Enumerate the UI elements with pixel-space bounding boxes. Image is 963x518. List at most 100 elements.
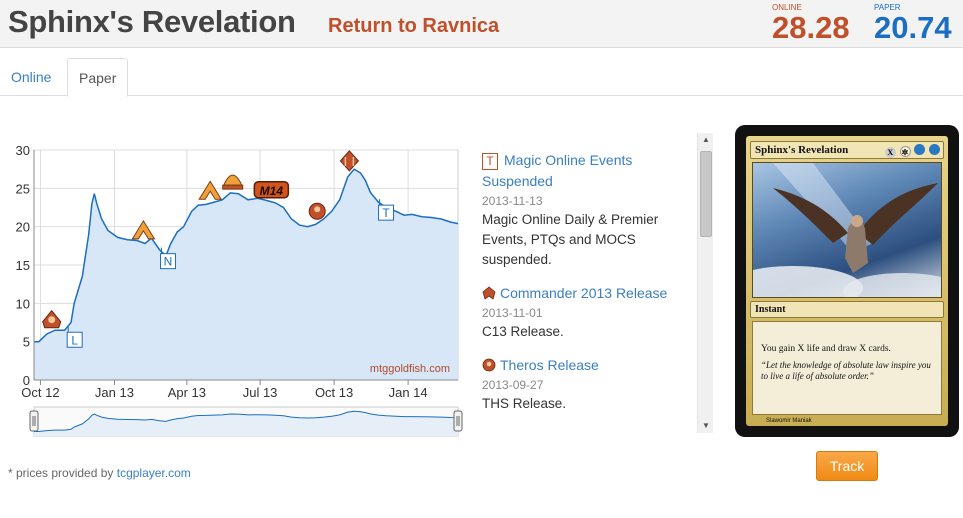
price-history-chart[interactable]: 0 5 10 15 20 25 30 Oct 12 Jan 13 Apr 13 Jul 13 Oct … — [0, 135, 470, 445]
price-source-prefix: * prices provided by — [8, 466, 117, 480]
release-marker-icon — [339, 150, 360, 172]
icon-body — [253, 181, 290, 199]
release-marker-icon — [131, 219, 156, 240]
card-name-bar: Sphinx's Revelation X ✲ — [750, 141, 944, 159]
icon-body — [339, 150, 360, 172]
price-area-fill — [34, 169, 458, 380]
card-flavor-text: “Let the knowledge of absolute law inspi… — [761, 360, 931, 381]
card-header: Sphinx's Revelation Return to Ravnica ON… — [0, 0, 963, 48]
paper-price-value: 20.74 — [874, 10, 952, 45]
navigator-fill — [34, 411, 458, 436]
card-image: Sphinx's Revelation X ✲ Instant You gain… — [735, 125, 959, 437]
card-image-name: Sphinx's Revelation — [755, 144, 849, 156]
navigator-handle[interactable] — [29, 410, 39, 432]
paper-price-block: PAPER 20.74 — [874, 4, 952, 44]
release-marker-icon — [308, 202, 326, 220]
price-source-note: * prices provided by tcgplayer.com — [8, 466, 191, 480]
icon-detail — [222, 184, 244, 190]
event-date: 2013-09-27 — [482, 378, 544, 392]
sphinx-art-icon — [753, 163, 941, 297]
marker-box — [378, 204, 395, 221]
tournament-icon: T — [482, 153, 498, 170]
y-tick-label: 30 — [16, 143, 30, 158]
release-marker-icon — [222, 174, 244, 190]
event-title[interactable]: Commander 2013 Release — [500, 285, 668, 301]
tcgplayer-link[interactable]: tcgplayer.com — [116, 466, 191, 480]
event-marker-n[interactable]: N — [160, 247, 177, 270]
event-title[interactable]: Magic Online Events Suspended — [482, 152, 633, 189]
marker-box — [66, 331, 83, 348]
mana-blue-icon — [929, 144, 940, 155]
event-item: Theros Release 2013-09-27 THS Release. — [482, 355, 696, 414]
events-list: T Magic Online Events Suspended 2013-11-1… — [482, 150, 696, 433]
card-title: Sphinx's Revelation — [8, 4, 296, 39]
event-title-link[interactable]: Theros Release — [482, 355, 696, 376]
price-tabs: Online Paper — [0, 58, 963, 97]
x-tick-label: Oct 12 — [21, 385, 59, 400]
event-marker-t[interactable]: T — [378, 199, 395, 221]
card-artist: Slawomir Maniak — [766, 418, 812, 424]
event-title-link[interactable]: T Magic Online Events Suspended — [482, 150, 696, 192]
marker-label: N — [164, 255, 173, 269]
range-navigator[interactable] — [29, 406, 463, 437]
marker-box — [160, 253, 177, 270]
y-tick-label: 25 — [16, 181, 30, 196]
y-tick-label: 5 — [23, 335, 30, 350]
online-price-block: ONLINE 28.28 — [772, 4, 850, 44]
set-name-link[interactable]: Return to Ravnica — [328, 15, 500, 37]
tab-online[interactable]: Online — [11, 69, 52, 85]
mana-blue-icon — [914, 144, 926, 155]
y-tick-label: 10 — [16, 296, 30, 311]
event-description: Magic Online Daily & Premier Events, PTQ… — [482, 212, 659, 267]
online-price-value: 28.28 — [772, 10, 850, 45]
card-face: Sphinx's Revelation X ✲ Instant You gain… — [746, 136, 948, 426]
marker-label: T — [382, 206, 390, 220]
release-marker-icon — [198, 180, 223, 200]
icon-body — [198, 180, 223, 200]
card-rules-text: You gain X life and draw X cards. — [761, 344, 891, 354]
events-scrollbar[interactable]: ▲ ▼ — [697, 133, 713, 433]
icon-detail — [314, 206, 321, 213]
release-marker-icon: M14 — [253, 181, 290, 199]
set-release-markers: M14 — [42, 150, 360, 329]
event-description: THS Release. — [482, 396, 567, 411]
mana-cost: X ✲ — [884, 144, 940, 160]
x-tick-label: Oct 13 — [315, 385, 353, 400]
y-tick-label: 15 — [16, 258, 30, 273]
track-button[interactable]: Track — [816, 451, 878, 481]
online-price-label: ONLINE — [772, 3, 802, 12]
event-date: 2013-11-13 — [482, 194, 543, 208]
event-title-link[interactable]: Commander 2013 Release — [482, 283, 696, 304]
x-tick-label: Jan 14 — [389, 385, 428, 400]
theros-set-icon — [482, 358, 496, 372]
event-item: T Magic Online Events Suspended 2013-11-1… — [482, 150, 696, 270]
release-marker-icon — [42, 309, 62, 329]
event-marker-l[interactable]: L — [66, 326, 83, 348]
navigator-line — [34, 410, 459, 432]
scroll-up-arrow-icon[interactable]: ▲ — [702, 135, 710, 144]
chart-axes: 0 5 10 15 20 25 30 Oct 12 Jan 13 Apr 13 Jul 13 Oct … — [16, 143, 458, 400]
card-text-box: You gain X life and draw X cards. “Let t… — [752, 321, 942, 415]
x-tick-label: Jan 13 — [95, 385, 134, 400]
y-tick-label: 20 — [16, 220, 30, 235]
x-tick-label: Jul 13 — [243, 385, 278, 400]
card-art — [752, 162, 942, 298]
icon-detail — [48, 316, 56, 324]
mana-x-icon: X — [884, 147, 896, 158]
event-item: Commander 2013 Release 2013-11-01 C13 Re… — [482, 283, 696, 342]
x-tick-label: Apr 13 — [168, 385, 206, 400]
scroll-down-arrow-icon[interactable]: ▼ — [702, 421, 710, 430]
event-title[interactable]: Theros Release — [500, 357, 599, 373]
card-type-line: Instant — [750, 301, 944, 318]
icon-label: M14 — [260, 184, 284, 198]
marker-label: L — [71, 333, 78, 347]
navigator-handle[interactable] — [453, 410, 463, 432]
icon-body — [131, 219, 156, 240]
event-date: 2013-11-01 — [482, 306, 543, 320]
event-markers: L N T — [66, 199, 395, 348]
tab-paper[interactable]: Paper — [67, 58, 129, 97]
event-description: C13 Release. — [482, 324, 564, 339]
paper-price-label: PAPER — [874, 3, 901, 12]
scroll-thumb[interactable] — [700, 151, 712, 237]
chart-watermark: mtggoldfish.com — [370, 363, 450, 375]
